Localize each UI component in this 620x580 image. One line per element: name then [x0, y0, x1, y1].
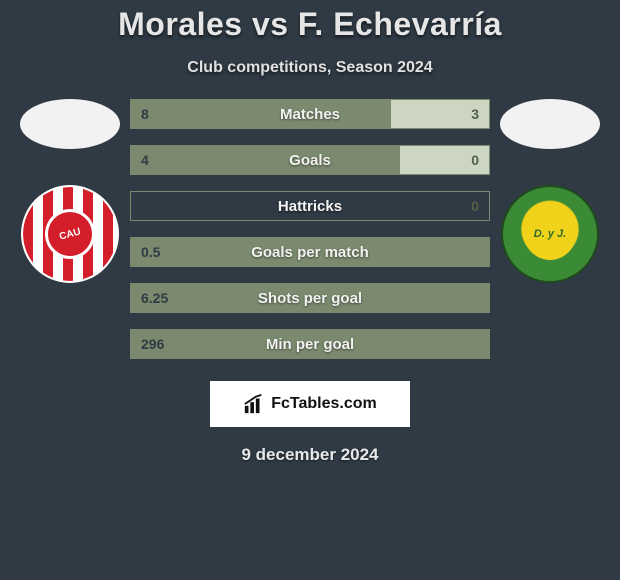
chart-icon [243, 393, 265, 415]
stat-bar: 8Matches3 [130, 99, 490, 129]
date-text: 9 december 2024 [0, 445, 620, 465]
right-club-badge: D. y J. [501, 185, 599, 283]
stat-right-value: 3 [471, 106, 479, 122]
stat-bar: 6.25Shots per goal [130, 283, 490, 313]
stat-bar: 0Hattricks0 [130, 191, 490, 221]
stat-label: Goals [131, 152, 489, 169]
stat-label: Matches [131, 106, 489, 123]
comparison-panel: CAU 8Matches34Goals00Hattricks00.5Goals … [0, 99, 620, 359]
right-club-badge-text: D. y J. [524, 208, 576, 260]
left-player-column: CAU [10, 99, 130, 283]
right-player-column: D. y J. [490, 99, 610, 283]
stat-bar: 0.5Goals per match [130, 237, 490, 267]
stat-bar: 296Min per goal [130, 329, 490, 359]
stat-label: Shots per goal [131, 290, 489, 307]
stat-bar: 4Goals0 [130, 145, 490, 175]
brand-badge[interactable]: FcTables.com [210, 381, 410, 427]
page-title: Morales vs F. Echevarría [0, 0, 620, 43]
stat-label: Hattricks [131, 198, 489, 215]
left-club-badge-text: CAU [43, 207, 97, 261]
left-club-badge: CAU [21, 185, 119, 283]
stats-bars: 8Matches34Goals00Hattricks00.5Goals per … [130, 99, 490, 359]
brand-text: FcTables.com [271, 395, 377, 413]
stat-label: Goals per match [131, 244, 489, 261]
stat-right-value: 0 [471, 198, 479, 214]
stat-label: Min per goal [131, 336, 489, 353]
subtitle: Club competitions, Season 2024 [0, 59, 620, 77]
stat-right-value: 0 [471, 152, 479, 168]
right-player-photo [500, 99, 600, 149]
left-player-photo [20, 99, 120, 149]
